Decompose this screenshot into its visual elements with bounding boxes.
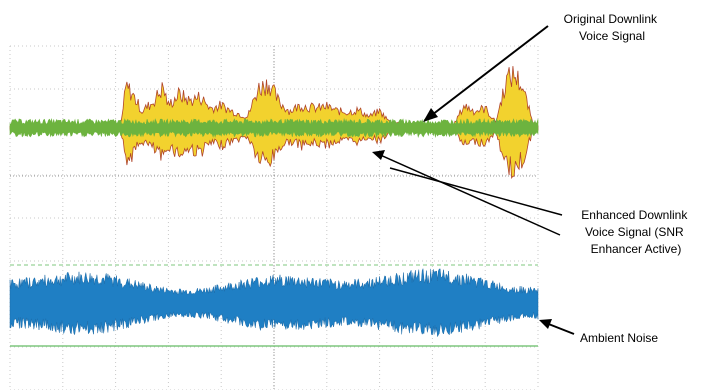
annotation-enhanced-line-1: Enhanced Downlink (581, 208, 688, 222)
annotation-original-line-1: Original Downlink (564, 12, 658, 26)
annotation-noise: Ambient Noise (580, 331, 658, 345)
arrow-enhanced-lower (389, 167, 563, 216)
annotation-noise-line-1: Ambient Noise (580, 331, 658, 345)
annotation-original: Original Downlink Voice Signal (564, 12, 661, 43)
series-enhanced-voice (9, 117, 539, 139)
series-ambient-noise (9, 268, 539, 338)
annotations: Original Downlink Voice Signal Enhanced … (372, 12, 690, 345)
annotation-enhanced-line-3: Enhancer Active) (591, 242, 682, 256)
arrow-original (423, 25, 549, 122)
scope-traces (9, 66, 539, 338)
annotation-enhanced: Enhanced Downlink Voice Signal (SNR Enha… (581, 208, 690, 256)
annotation-enhanced-line-2: Voice Signal (SNR (585, 225, 684, 239)
arrow-noise (539, 319, 575, 335)
annotation-original-line-2: Voice Signal (579, 29, 645, 43)
arrow-enhanced-upper (372, 150, 561, 236)
